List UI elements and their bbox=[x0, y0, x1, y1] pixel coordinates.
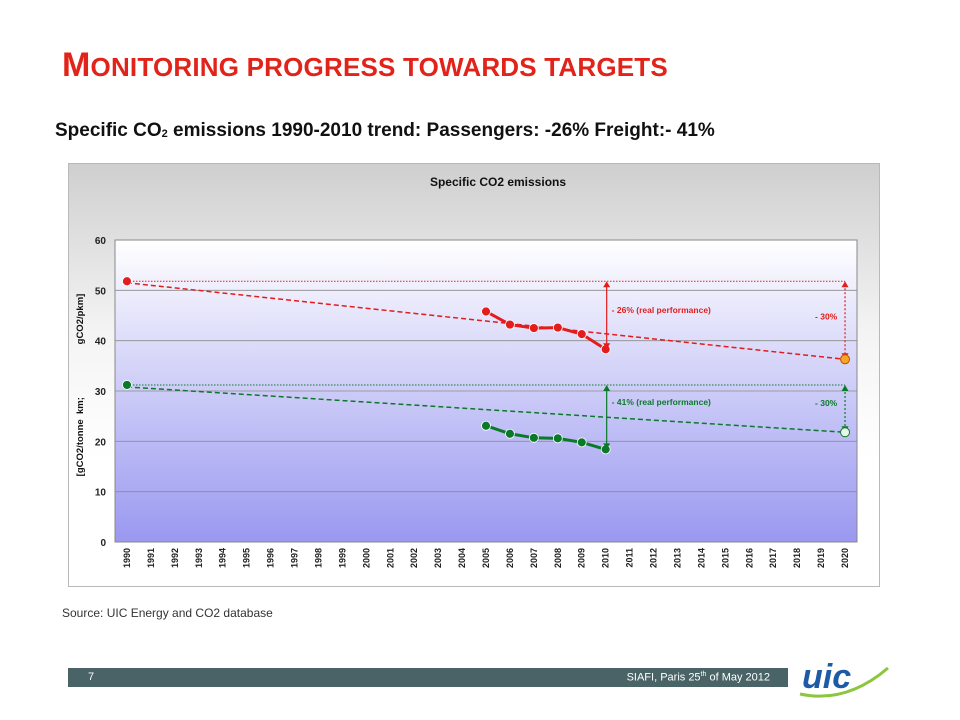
data-point bbox=[576, 437, 587, 448]
annotation-arrow-head bbox=[603, 443, 611, 450]
x-tick-label: 1996 bbox=[266, 548, 276, 568]
data-point bbox=[552, 433, 563, 444]
x-tick-label: 2001 bbox=[385, 548, 395, 568]
slide-title: Monitoring progress towards targets bbox=[62, 46, 668, 85]
x-tick-label: 1994 bbox=[218, 548, 228, 568]
y-tick-label: 60 bbox=[95, 236, 107, 247]
emissions-chart: Specific CO2 emissions 0 10 20 30 40 50 60 [gCO2… bbox=[75, 175, 858, 568]
target-point bbox=[840, 354, 851, 365]
annotation-text: - 26% (real performance) bbox=[612, 305, 711, 315]
x-tick-label: 1999 bbox=[337, 548, 347, 568]
logo-text: uic bbox=[802, 658, 851, 696]
footer-bar bbox=[68, 668, 788, 687]
x-tick-label: 2018 bbox=[792, 548, 802, 568]
footer-pre: SIAFI, Paris 25 bbox=[626, 671, 701, 684]
footer-post: of May 2012 bbox=[706, 671, 770, 684]
x-tick-label: 2002 bbox=[409, 548, 419, 568]
y-tick-label: 0 bbox=[100, 538, 106, 549]
annotation-arrow-head bbox=[603, 384, 611, 391]
annotation-arrow-head bbox=[603, 343, 611, 350]
page-number: 7 bbox=[88, 671, 95, 683]
x-tick-label: 1990 bbox=[122, 548, 132, 568]
subtitle-subscript: 2 bbox=[161, 128, 168, 140]
data-point bbox=[528, 432, 539, 443]
subtitle-pre: Specific CO bbox=[55, 120, 162, 141]
x-tick-label: 2011 bbox=[625, 548, 635, 568]
y-tick-label: 20 bbox=[95, 437, 107, 448]
x-tick-label: 2012 bbox=[649, 548, 659, 568]
title-initial: M bbox=[62, 46, 91, 84]
source-note: Source: UIC Energy and CO2 database bbox=[62, 606, 273, 620]
data-point bbox=[481, 306, 491, 317]
annotation-text: - 30% bbox=[815, 398, 838, 408]
x-tick-label: 1998 bbox=[313, 548, 323, 568]
x-tick-label: 1993 bbox=[194, 548, 204, 568]
footer-sup: th bbox=[700, 671, 707, 678]
x-tick-label: 2005 bbox=[481, 548, 491, 568]
x-tick-label: 2007 bbox=[529, 548, 539, 568]
x-tick-label: 2015 bbox=[720, 548, 730, 568]
x-tick-label: 1995 bbox=[242, 548, 252, 568]
x-tick-label: 2013 bbox=[672, 548, 682, 568]
y-tick-label: 30 bbox=[95, 387, 107, 398]
annotation-arrow-head bbox=[841, 281, 849, 288]
slide-subtitle: Specific CO2 emissions 1990-2010 trend: … bbox=[55, 120, 715, 142]
x-tick-label: 2019 bbox=[816, 548, 826, 568]
x-tick-label: 2017 bbox=[768, 548, 778, 568]
y-axis-label: [gCO2/tonne km; gCO2/pkm] bbox=[75, 294, 86, 477]
y-tick-label: 10 bbox=[95, 488, 107, 499]
data-point bbox=[576, 329, 587, 340]
x-tick-label: 1992 bbox=[170, 548, 180, 568]
x-tick-label: 2009 bbox=[577, 548, 587, 568]
data-point bbox=[481, 420, 491, 431]
data-point bbox=[505, 319, 515, 330]
x-tick-label: 2006 bbox=[505, 548, 515, 568]
x-tick-label: 1991 bbox=[146, 548, 156, 568]
x-tick-label: 2008 bbox=[553, 548, 563, 568]
annotation-text: - 30% bbox=[815, 312, 838, 322]
x-tick-label: 2000 bbox=[361, 548, 371, 568]
x-tick-label: 2004 bbox=[457, 548, 467, 568]
footer-text: SIAFI, Paris 25th of May 2012 bbox=[627, 671, 770, 684]
subtitle-post: emissions 1990-2010 trend: Passengers: -… bbox=[167, 120, 715, 141]
uic-logo: uic bbox=[799, 658, 889, 698]
data-point bbox=[122, 276, 132, 287]
x-tick-label: 1997 bbox=[290, 548, 300, 568]
x-tick-label: 2016 bbox=[744, 548, 754, 568]
annotation-arrow-head bbox=[603, 281, 611, 288]
trend-line bbox=[126, 282, 846, 361]
data-point bbox=[552, 322, 563, 333]
x-tick-label: 2003 bbox=[433, 548, 443, 568]
annotation-arrow-head bbox=[841, 384, 849, 391]
logo-swoosh bbox=[799, 666, 889, 698]
annotation-text: - 41% (real performance) bbox=[612, 397, 711, 407]
chart-container: Specific CO2 emissions 0 10 20 30 40 50 60 [gCO2… bbox=[68, 163, 880, 587]
y-tick-label: 40 bbox=[95, 337, 107, 348]
x-tick-label: 2010 bbox=[601, 548, 611, 568]
x-tick-label: 2020 bbox=[840, 548, 850, 568]
data-point bbox=[122, 380, 132, 390]
chart-title: Specific CO2 emissions bbox=[430, 175, 566, 189]
x-tick-label: 2014 bbox=[696, 548, 706, 568]
target-point bbox=[840, 427, 851, 438]
y-tick-label: 50 bbox=[95, 286, 107, 297]
title-rest: onitoring progress towards targets bbox=[90, 52, 668, 82]
data-point bbox=[505, 428, 515, 439]
data-point bbox=[528, 323, 539, 333]
